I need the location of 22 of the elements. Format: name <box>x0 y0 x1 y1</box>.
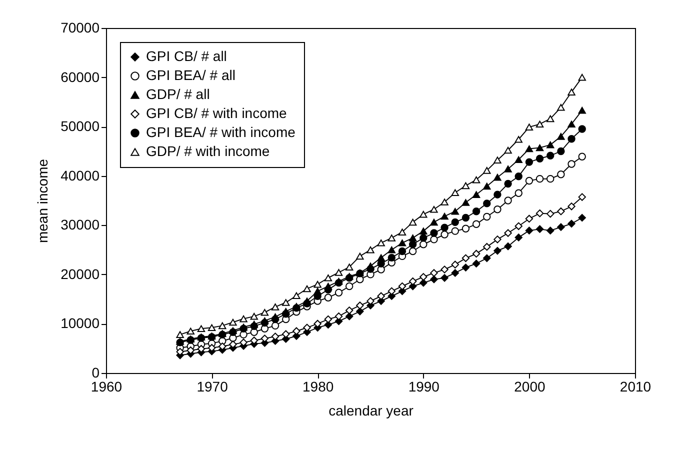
x-tick-label: 2000 <box>514 378 546 394</box>
x-tick-label: 1960 <box>90 378 122 394</box>
y-tick-label: 60000 <box>60 68 100 85</box>
y-tick-label: 0 <box>92 364 100 380</box>
y-tick-label: 30000 <box>60 216 100 233</box>
y-tick-label: 10000 <box>60 315 100 332</box>
y-axis-title: mean income <box>34 158 51 244</box>
legend-label: GPI BEA/ # with income <box>146 124 296 140</box>
y-tick-label: 40000 <box>60 167 100 184</box>
y-tick-label: 20000 <box>60 266 100 282</box>
x-axis-title: calendar year <box>328 402 414 418</box>
y-tick-label: 50000 <box>60 118 100 134</box>
legend-label: GDP/ # all <box>146 86 210 102</box>
x-tick-label: 1970 <box>196 378 228 394</box>
y-tick-label: 70000 <box>60 20 100 36</box>
legend-label: GDP/ # with income <box>146 143 270 159</box>
legend-label: GPI CB/ # all <box>146 48 227 64</box>
legend-label: GPI CB/ # with income <box>146 105 288 121</box>
x-tick-label: 1990 <box>408 378 440 394</box>
x-tick-label: 1980 <box>302 378 334 394</box>
x-tick-label: 2010 <box>620 378 652 394</box>
legend-label: GPI BEA/ # all <box>146 67 236 83</box>
